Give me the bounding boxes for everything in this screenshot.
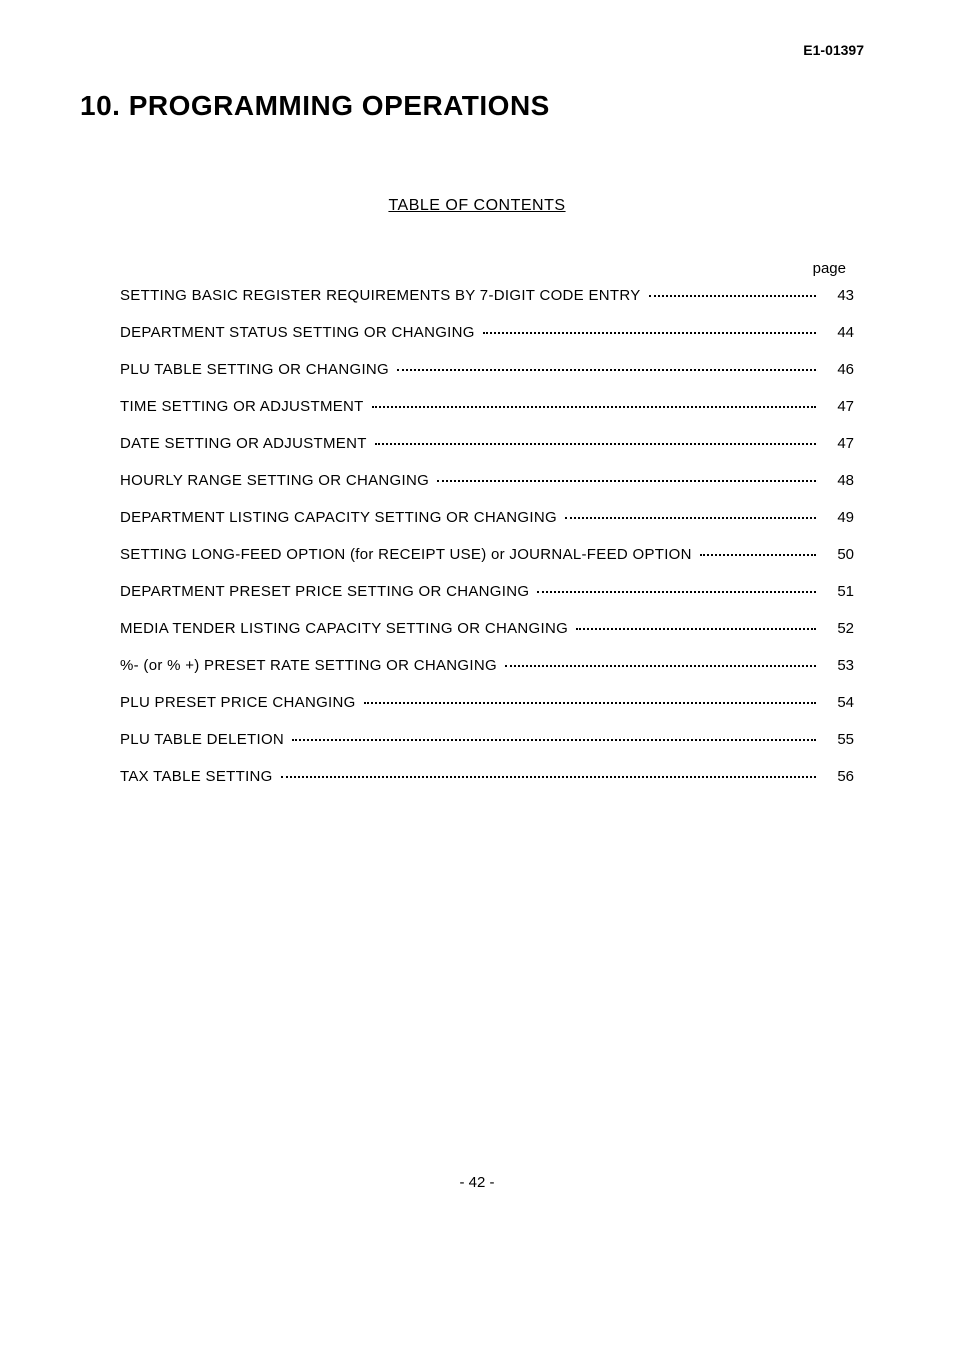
toc-leader-dots <box>700 554 816 556</box>
toc-leader-dots <box>565 517 816 519</box>
page-number: - 42 - <box>0 1174 954 1191</box>
toc-entry-label: SETTING LONG-FEED OPTION (for RECEIPT US… <box>120 546 692 563</box>
toc-entry: DEPARTMENT LISTING CAPACITY SETTING OR C… <box>120 509 854 526</box>
toc-entry-label: PLU TABLE DELETION <box>120 731 284 748</box>
toc-entry: %- (or % +) PRESET RATE SETTING OR CHANG… <box>120 657 854 674</box>
toc-entry: DEPARTMENT STATUS SETTING OR CHANGING 44 <box>120 324 854 341</box>
toc-entry-label: DEPARTMENT STATUS SETTING OR CHANGING <box>120 324 475 341</box>
toc-entry-label: %- (or % +) PRESET RATE SETTING OR CHANG… <box>120 657 497 674</box>
toc-entry-page: 56 <box>824 768 854 785</box>
toc-leader-dots <box>292 739 816 741</box>
toc-entry-label: DATE SETTING OR ADJUSTMENT <box>120 435 367 452</box>
toc-entry-page: 47 <box>824 435 854 452</box>
document-page: E1-01397 10. PROGRAMMING OPERATIONS TABL… <box>0 0 954 1351</box>
page-column-header: page <box>120 260 854 277</box>
toc-entry: SETTING BASIC REGISTER REQUIREMENTS BY 7… <box>120 287 854 304</box>
toc-entry-label: TAX TABLE SETTING <box>120 768 273 785</box>
toc-entry: SETTING LONG-FEED OPTION (for RECEIPT US… <box>120 546 854 563</box>
toc-entry-page: 43 <box>824 287 854 304</box>
toc-entry: PLU TABLE SETTING OR CHANGING 46 <box>120 361 854 378</box>
toc-container: page SETTING BASIC REGISTER REQUIREMENTS… <box>80 260 874 785</box>
toc-leader-dots <box>397 369 816 371</box>
toc-entry-page: 46 <box>824 361 854 378</box>
toc-entry: PLU TABLE DELETION 55 <box>120 731 854 748</box>
toc-leader-dots <box>281 776 816 778</box>
toc-entry-page: 55 <box>824 731 854 748</box>
toc-leader-dots <box>372 406 816 408</box>
toc-entry: HOURLY RANGE SETTING OR CHANGING 48 <box>120 472 854 489</box>
toc-leader-dots <box>649 295 816 297</box>
toc-entry-label: DEPARTMENT PRESET PRICE SETTING OR CHANG… <box>120 583 529 600</box>
toc-leader-dots <box>576 628 816 630</box>
toc-entry-page: 49 <box>824 509 854 526</box>
toc-entry-label: DEPARTMENT LISTING CAPACITY SETTING OR C… <box>120 509 557 526</box>
toc-entry: DEPARTMENT PRESET PRICE SETTING OR CHANG… <box>120 583 854 600</box>
document-id: E1-01397 <box>803 42 864 58</box>
toc-entry-page: 47 <box>824 398 854 415</box>
toc-entry-label: TIME SETTING OR ADJUSTMENT <box>120 398 364 415</box>
toc-entry-page: 44 <box>824 324 854 341</box>
toc-leader-dots <box>364 702 816 704</box>
toc-entry-page: 52 <box>824 620 854 637</box>
toc-entry-label: MEDIA TENDER LISTING CAPACITY SETTING OR… <box>120 620 568 637</box>
toc-entry: DATE SETTING OR ADJUSTMENT 47 <box>120 435 854 452</box>
toc-entry: TIME SETTING OR ADJUSTMENT 47 <box>120 398 854 415</box>
toc-entry-label: HOURLY RANGE SETTING OR CHANGING <box>120 472 429 489</box>
toc-entry-page: 48 <box>824 472 854 489</box>
toc-leader-dots <box>483 332 816 334</box>
toc-leader-dots <box>437 480 816 482</box>
toc-entry-label: PLU TABLE SETTING OR CHANGING <box>120 361 389 378</box>
toc-leader-dots <box>375 443 816 445</box>
toc-entry: TAX TABLE SETTING 56 <box>120 768 854 785</box>
toc-entry-label: PLU PRESET PRICE CHANGING <box>120 694 356 711</box>
toc-leader-dots <box>537 591 816 593</box>
toc-entry-page: 50 <box>824 546 854 563</box>
toc-leader-dots <box>505 665 816 667</box>
toc-title: TABLE OF CONTENTS <box>80 197 874 215</box>
toc-entry-page: 53 <box>824 657 854 674</box>
toc-entry-label: SETTING BASIC REGISTER REQUIREMENTS BY 7… <box>120 287 641 304</box>
section-heading: 10. PROGRAMMING OPERATIONS <box>80 90 874 122</box>
toc-entry: MEDIA TENDER LISTING CAPACITY SETTING OR… <box>120 620 854 637</box>
toc-entry-page: 51 <box>824 583 854 600</box>
toc-entry: PLU PRESET PRICE CHANGING 54 <box>120 694 854 711</box>
toc-entry-page: 54 <box>824 694 854 711</box>
